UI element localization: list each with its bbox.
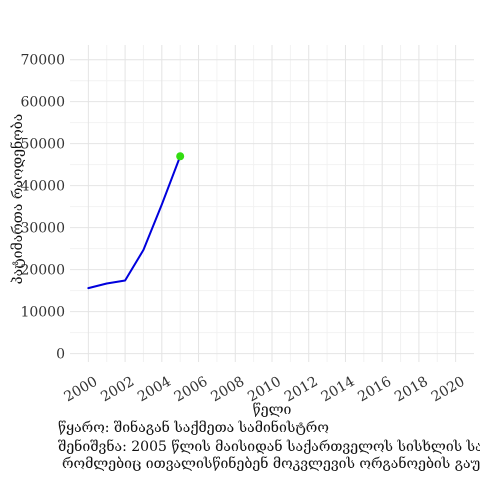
y-tick-label: 50000 — [20, 137, 65, 153]
x-tick-label: 2002 — [98, 374, 137, 406]
series-layer — [87, 152, 185, 290]
y-tick-label: 70000 — [20, 53, 65, 69]
y-tick-label: 20000 — [20, 263, 65, 279]
grid-lines — [70, 45, 474, 362]
last-point-marker — [176, 152, 185, 161]
series-line — [87, 155, 182, 290]
x-tick-label: 2016 — [355, 374, 394, 406]
y-tick-label: 40000 — [20, 179, 65, 195]
source-caption: წყარო: შინაგან საქმეთა სამინისტრო — [58, 420, 329, 436]
x-tick-label: 2008 — [208, 374, 247, 406]
y-axis-ticks: 0 10000 20000 30000 40000 50000 60000 70000 — [20, 53, 65, 363]
y-tick-label: 60000 — [20, 95, 65, 111]
y-tick-label: 0 — [56, 347, 65, 363]
x-tick-label: 2004 — [135, 374, 174, 406]
x-tick-label: 2000 — [61, 374, 100, 406]
x-axis-ticks: 2000200220042006200820102012201420162018… — [61, 374, 467, 406]
x-tick-label: 2014 — [319, 374, 358, 406]
note-caption-line1: შენიშვნა: 2005 წლის მაისიდან საქართველოს… — [58, 439, 480, 455]
x-tick-label: 2018 — [392, 374, 431, 406]
x-tick-label: 2020 — [429, 374, 468, 406]
x-tick-label: 2006 — [172, 374, 211, 406]
x-axis-title: წელი — [253, 401, 292, 418]
y-tick-label: 30000 — [20, 221, 65, 237]
x-tick-label: 2012 — [282, 374, 321, 406]
note-caption-line2: რომლებიც ითვალისწინებენ მოკვლევის ორგანო… — [62, 456, 480, 472]
x-tick-label: 2010 — [245, 374, 284, 406]
y-axis-title: პატიმართა რაოდენობა — [8, 114, 26, 285]
y-tick-label: 10000 — [20, 305, 65, 321]
